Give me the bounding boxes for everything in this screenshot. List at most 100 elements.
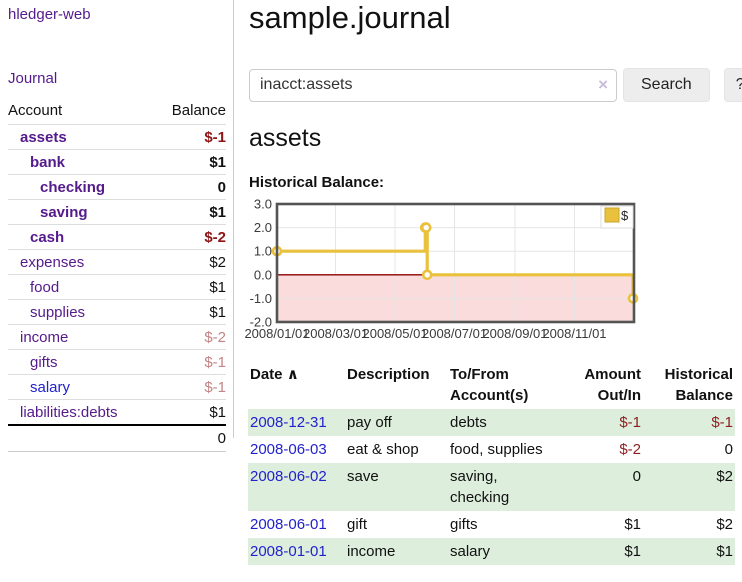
account-balance: 0 xyxy=(153,174,226,200)
transaction-date-link[interactable]: 2008-12-31 xyxy=(250,414,327,431)
account-row: checking 0 xyxy=(8,174,226,200)
account-link-cash[interactable]: cash xyxy=(30,229,65,246)
account-link-expenses[interactable]: expenses xyxy=(20,254,85,271)
transactions-header-row: Date ∧ Description To/From Account(s) Am… xyxy=(248,362,735,409)
transaction-accounts: saving, checking xyxy=(450,468,510,506)
svg-text:2.0: 2.0 xyxy=(254,220,272,235)
svg-text:3.0: 3.0 xyxy=(254,197,272,212)
transaction-balance: 0 xyxy=(724,441,733,458)
transaction-accounts: food, supplies xyxy=(450,441,543,458)
column-header-date-label: Date xyxy=(250,366,283,383)
historical-balance-chart: $3.0 2.0 1.0 0.0 -1.0 -2.02008/01/012008/03/0… xyxy=(244,197,639,341)
accounts-header-account: Account xyxy=(8,102,63,119)
sort-ascending-icon: ∧ xyxy=(286,366,299,383)
transaction-date-link[interactable]: 2008-06-01 xyxy=(250,516,327,533)
account-balance: $-1 xyxy=(153,349,226,375)
search-form: × Search ? xyxy=(249,68,742,102)
svg-text:-1.0: -1.0 xyxy=(250,291,272,306)
account-balance: $-2 xyxy=(153,324,226,350)
accounts-total-value: 0 xyxy=(153,424,226,452)
transaction-date-link[interactable]: 2008-01-01 xyxy=(250,543,327,560)
column-header-description: Description xyxy=(347,366,430,383)
transaction-description: pay off xyxy=(347,414,392,431)
accounts-header-balance: Balance xyxy=(171,102,226,119)
chart-container: $3.0 2.0 1.0 0.0 -1.0 -2.0 2008/01/01 2008/03/0… xyxy=(241,196,741,348)
account-link-gifts[interactable]: gifts xyxy=(30,354,58,371)
help-button[interactable]: ? xyxy=(723,68,742,102)
transaction-date-link[interactable]: 2008-06-02 xyxy=(250,468,327,485)
clear-search-icon[interactable]: × xyxy=(598,74,608,94)
account-row: liabilities:debts $1 xyxy=(8,399,226,425)
account-row: saving $1 xyxy=(8,199,226,225)
accounts-total-row: 0 xyxy=(8,424,226,452)
accounts-table: Account Balance assets $-1 bank $1 check… xyxy=(8,98,226,452)
account-row: assets $-1 xyxy=(8,124,226,150)
svg-text:2008/09/01: 2008/09/01 xyxy=(482,326,547,341)
transaction-amount: $1 xyxy=(624,516,641,533)
account-balance: $1 xyxy=(153,149,226,175)
account-row: bank $1 xyxy=(8,149,226,175)
svg-text:2008/07/01: 2008/07/01 xyxy=(422,326,487,341)
search-box: × xyxy=(249,68,617,102)
transaction-accounts: debts xyxy=(450,414,487,431)
account-link-bank[interactable]: bank xyxy=(30,154,66,171)
column-header-accounts: To/From Account(s) xyxy=(450,366,529,404)
transaction-description: save xyxy=(347,468,379,485)
account-row: cash $-2 xyxy=(8,224,226,250)
nav-journal-link[interactable]: Journal xyxy=(8,70,58,87)
page-title: sample.journal xyxy=(249,0,451,35)
transaction-row: 2008-06-01 gift gifts $1 $2 xyxy=(248,511,735,538)
column-header-date[interactable]: Date ∧ xyxy=(248,362,345,409)
account-row: salary $-1 xyxy=(8,374,226,400)
transaction-accounts: salary xyxy=(450,543,491,560)
column-header-balance: Historical Balance xyxy=(664,366,733,404)
account-balance: $1 xyxy=(153,399,226,425)
account-link-saving[interactable]: saving xyxy=(40,204,88,221)
svg-text:2008/03/01: 2008/03/01 xyxy=(303,326,368,341)
account-balance: $-2 xyxy=(153,224,226,250)
account-link-liabilities-debts[interactable]: liabilities:debts xyxy=(20,404,118,421)
historical-balance-label: Historical Balance: xyxy=(249,174,385,191)
account-link-income[interactable]: income xyxy=(20,329,69,346)
account-row: income $-2 xyxy=(8,324,226,350)
svg-text:2008/01/01: 2008/01/01 xyxy=(244,326,309,341)
transaction-row: 2008-01-01 income salary $1 $1 xyxy=(248,538,735,565)
account-heading: assets xyxy=(249,124,322,152)
account-link-checking[interactable]: checking xyxy=(40,179,106,196)
account-balance: $1 xyxy=(153,199,226,225)
search-button[interactable]: Search xyxy=(623,68,710,102)
account-row: gifts $-1 xyxy=(8,349,226,375)
account-link-salary[interactable]: salary xyxy=(30,379,71,396)
svg-text:2008/05/01: 2008/05/01 xyxy=(362,326,427,341)
account-row: expenses $2 xyxy=(8,249,226,275)
account-link-assets[interactable]: assets xyxy=(20,129,67,146)
svg-text:1.0: 1.0 xyxy=(254,244,272,259)
transactions-table: Date ∧ Description To/From Account(s) Am… xyxy=(248,362,735,565)
account-row: food $1 xyxy=(8,274,226,300)
sidebar: hledger-web Journal Account Balance asse… xyxy=(0,0,234,452)
account-balance: $-1 xyxy=(153,374,226,400)
transaction-row: 2008-06-03 eat & shop food, supplies $-2… xyxy=(248,436,735,463)
transaction-balance: $2 xyxy=(716,516,733,533)
search-input[interactable] xyxy=(249,68,617,102)
svg-text:$: $ xyxy=(621,208,629,223)
brand-link[interactable]: hledger-web xyxy=(8,6,91,23)
column-header-amount: Amount Out/In xyxy=(584,366,641,404)
transaction-description: income xyxy=(347,543,396,560)
transaction-row: 2008-12-31 pay off debts $-1 $-1 xyxy=(248,409,735,436)
transaction-balance: $1 xyxy=(716,543,733,560)
transaction-row: 2008-06-02 save saving, checking 0 $2 xyxy=(248,463,735,511)
transaction-accounts: gifts xyxy=(450,516,478,533)
account-link-food[interactable]: food xyxy=(30,279,60,296)
account-row: supplies $1 xyxy=(8,299,226,325)
transaction-amount: $-1 xyxy=(619,414,641,431)
transaction-description: gift xyxy=(347,516,368,533)
transaction-balance: $2 xyxy=(716,468,733,485)
transaction-date-link[interactable]: 2008-06-03 xyxy=(250,441,327,458)
transaction-amount: $1 xyxy=(624,543,641,560)
transaction-amount: $-2 xyxy=(619,441,641,458)
svg-text:2008/11/01: 2008/11/01 xyxy=(542,326,606,341)
account-balance: $1 xyxy=(153,299,226,325)
account-balance: $1 xyxy=(153,274,226,300)
account-link-supplies[interactable]: supplies xyxy=(30,304,86,321)
